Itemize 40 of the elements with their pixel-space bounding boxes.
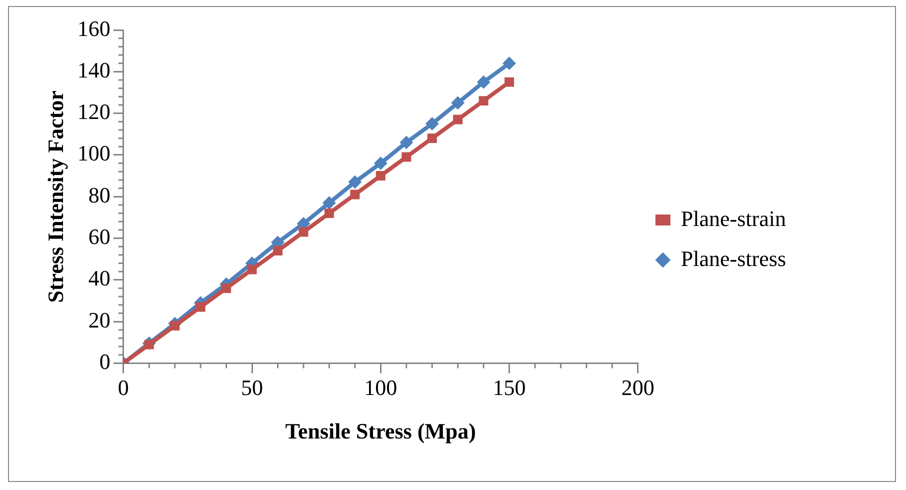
legend-label: Plane-stress	[680, 246, 786, 271]
point	[400, 136, 413, 149]
y-axis-title: Stress Intensity Factor	[42, 90, 68, 303]
point	[273, 246, 282, 256]
y-tick-label: 0	[99, 348, 110, 374]
y-tick-label: 160	[77, 16, 110, 41]
y-tick-label: 60	[88, 224, 110, 250]
y-tick-label: 20	[88, 307, 110, 332]
point	[324, 208, 334, 218]
legend-label: Plane-strain	[680, 206, 786, 231]
point	[478, 96, 488, 106]
point	[350, 190, 360, 200]
x-tick-label: 0	[118, 375, 129, 400]
x-axis-title: Tensile Stress (Mpa)	[285, 418, 476, 444]
y-tick-label: 40	[88, 266, 110, 291]
point	[298, 227, 308, 237]
y-tick-label: 140	[77, 57, 110, 82]
x-tick-label: 50	[241, 375, 264, 400]
x-tick-label: 150	[492, 375, 526, 400]
point	[426, 117, 439, 130]
x-tick-label: 100	[364, 375, 398, 400]
y-tick-label: 120	[77, 99, 110, 124]
point	[427, 134, 437, 144]
point	[222, 283, 232, 293]
point	[376, 171, 386, 181]
point	[477, 76, 490, 89]
point	[504, 77, 514, 87]
point	[453, 114, 463, 124]
point	[374, 156, 388, 170]
point	[196, 302, 206, 312]
y-tick-label: 100	[77, 140, 110, 166]
point	[451, 96, 464, 110]
point	[402, 152, 412, 162]
point	[247, 264, 257, 274]
y-tick-label: 80	[88, 182, 110, 208]
point	[322, 196, 336, 210]
point	[348, 176, 362, 189]
point	[170, 320, 180, 330]
point	[502, 56, 516, 70]
x-tick-label: 200	[621, 375, 654, 400]
